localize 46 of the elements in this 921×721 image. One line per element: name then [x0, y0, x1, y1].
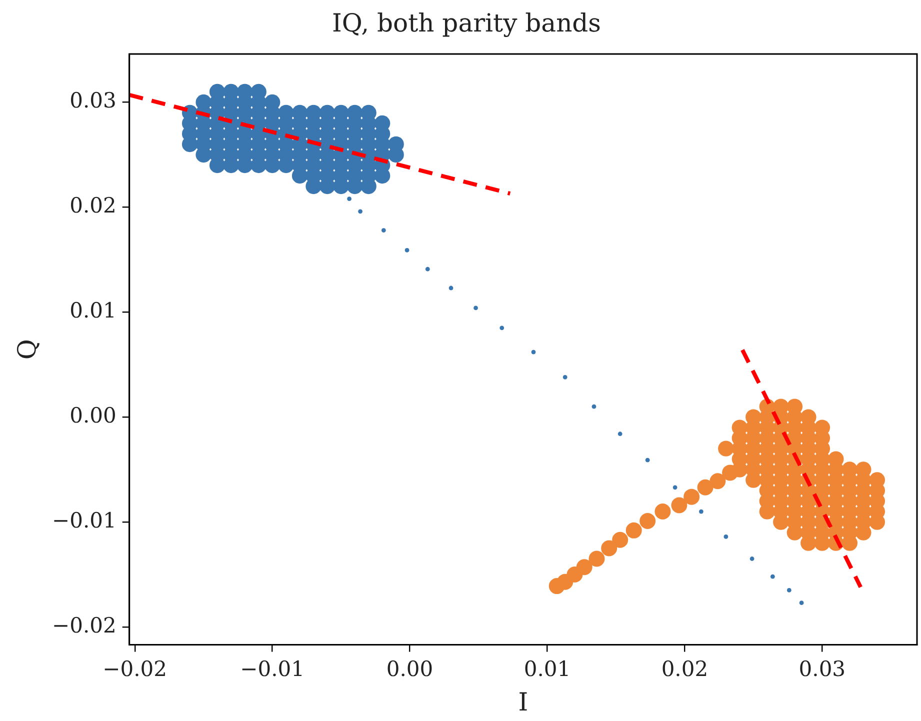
- point: [588, 550, 605, 567]
- point: [612, 532, 628, 548]
- point: [671, 497, 688, 514]
- point: [672, 485, 678, 490]
- point: [592, 404, 596, 409]
- point: [724, 534, 728, 539]
- point: [448, 286, 454, 290]
- point: [562, 375, 568, 380]
- point: [601, 540, 618, 556]
- point: [786, 588, 792, 592]
- x-tick-label: −0.02: [102, 656, 168, 681]
- point: [645, 458, 650, 462]
- point: [698, 509, 704, 514]
- y-axis-title: Q: [12, 339, 42, 360]
- point: [654, 504, 671, 520]
- point: [474, 306, 478, 310]
- y-tick-label: −0.02: [52, 613, 116, 638]
- point: [697, 479, 714, 496]
- point: [770, 574, 775, 579]
- point: [799, 600, 804, 606]
- y-tick-label: 0.03: [70, 88, 116, 113]
- point: [548, 578, 565, 594]
- point: [500, 326, 504, 330]
- y-tick-label: 0.01: [70, 298, 116, 323]
- x-tick-label: −0.01: [240, 656, 304, 681]
- x-tick-label: 0.03: [798, 656, 846, 681]
- point: [381, 228, 386, 232]
- point: [404, 248, 410, 252]
- point: [425, 266, 430, 272]
- point: [710, 473, 726, 490]
- y-tick-label: 0.02: [70, 194, 116, 218]
- point: [640, 512, 656, 529]
- point: [531, 350, 536, 354]
- y-tick-label: 0.00: [70, 404, 116, 428]
- point: [750, 556, 754, 561]
- x-tick-label: 0.00: [386, 656, 434, 681]
- point: [358, 209, 362, 214]
- point: [347, 196, 352, 202]
- y-tick-label: −0.01: [52, 508, 116, 532]
- point: [684, 488, 700, 505]
- point: [626, 522, 642, 538]
- x-tick-label: 0.02: [661, 656, 708, 681]
- chart-title: IQ, both parity bands: [332, 8, 601, 38]
- point: [618, 432, 622, 436]
- x-axis-title: I: [518, 688, 528, 716]
- x-tick-label: 0.01: [524, 656, 571, 681]
